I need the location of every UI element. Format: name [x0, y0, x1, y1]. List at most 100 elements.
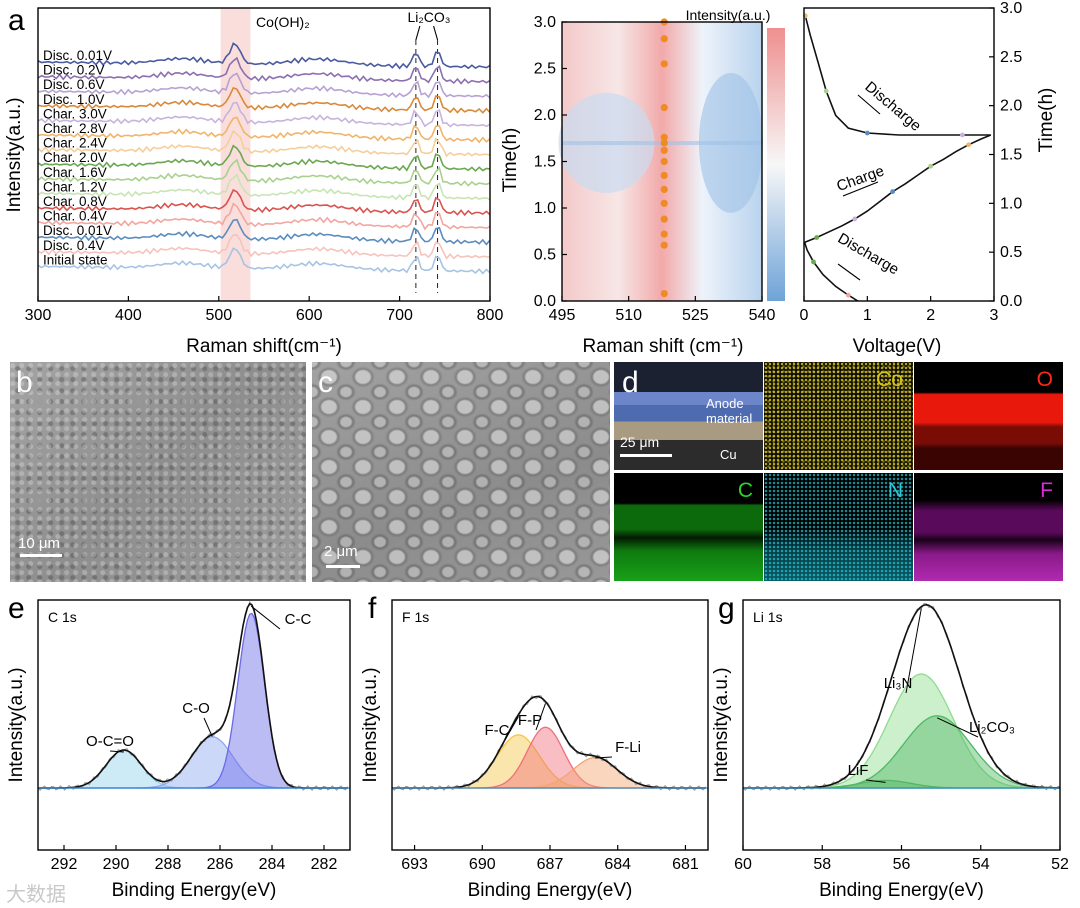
- raman-series-label: Disc. 0.6V: [43, 77, 105, 92]
- discharge-arrow: [857, 94, 881, 115]
- raman-series-label: Char. 1.2V: [43, 179, 107, 194]
- eds-map-n: N: [764, 473, 913, 581]
- c1s-peak-pointer: [109, 750, 124, 753]
- voltage-marker: [845, 292, 851, 298]
- voltage-marker: [959, 132, 965, 138]
- c1s-peak-area: [38, 736, 348, 789]
- raman-series-label: Disc. 0.01V: [43, 223, 112, 238]
- c1s-xtick-label: 282: [311, 856, 338, 873]
- voltage-ytick-label: 2.5: [1000, 49, 1022, 66]
- voltage-curve: [804, 15, 991, 136]
- heatmap-ytick-label: 2.5: [534, 61, 556, 78]
- f1s-xtick-label: 684: [604, 856, 631, 873]
- colorbar: [767, 28, 785, 301]
- voltage-marker: [811, 259, 816, 265]
- voltage-ytick-label: 1.0: [1000, 195, 1022, 212]
- voltage-curve: [804, 134, 992, 244]
- heatmap-y-axis-label: Time(h): [500, 128, 521, 193]
- c1s-xtick-label: 286: [207, 856, 234, 873]
- heatmap-ytick-label: 0.0: [534, 293, 556, 310]
- watermark: 大数据: [6, 882, 66, 906]
- panel-label-c: c: [318, 366, 333, 399]
- li1s-peak-pointer: [936, 717, 979, 738]
- voltage-ytick-label: 1.5: [1000, 147, 1022, 164]
- raman-series-line: [37, 234, 491, 260]
- li1s-peak-pointer: [865, 779, 886, 783]
- scale-label-b: 10 μm: [18, 535, 60, 552]
- raman-series-label: Disc. 0.4V: [43, 238, 105, 253]
- discharge-arrow: [837, 263, 861, 281]
- f1s-peak-label: F-P: [518, 712, 542, 729]
- raman-xtick-label: 600: [296, 307, 323, 324]
- heatmap-marker: [660, 241, 668, 249]
- li1s-peak-label: Li₃N: [884, 675, 913, 692]
- voltage-ytick-label: 3.0: [1000, 0, 1022, 17]
- raman-series-label: Char. 0.8V: [43, 194, 107, 209]
- raman-series-line: [37, 116, 491, 144]
- element-label-f: F: [1040, 479, 1053, 502]
- raman-series-line: [37, 144, 491, 173]
- raman-series-label: Char. 2.0V: [43, 150, 107, 165]
- voltage-marker: [814, 235, 820, 240]
- raman-plot-frame: [37, 7, 491, 302]
- raman-series-line: [37, 72, 491, 99]
- heatmap-xtick-label: 540: [749, 307, 776, 324]
- voltage-marker: [890, 189, 896, 195]
- element-label-co: Co: [876, 368, 903, 391]
- raman-xtick-label: 800: [477, 307, 504, 324]
- voltage-marker: [928, 163, 934, 169]
- heatmap-marker: [660, 146, 668, 154]
- c1s-xtick-label: 290: [103, 856, 130, 873]
- heatmap-x-axis-label: Raman shift (cm⁻¹): [583, 336, 744, 357]
- scale-bar: [620, 454, 672, 457]
- raman-series-label: Disc. 1.0V: [43, 92, 105, 107]
- panel-label-f: f: [368, 592, 377, 625]
- voltage-xtick-label: 0: [800, 307, 809, 324]
- raman-series-line: [37, 158, 491, 187]
- raman-series-line: [37, 56, 491, 85]
- eds-map-co: Co: [764, 362, 913, 470]
- heatmap-ytick-label: 1.5: [534, 154, 556, 171]
- panel-label-g: g: [718, 592, 735, 625]
- c1s-frame: [37, 599, 351, 851]
- sem-image-c: c 2 μm: [312, 362, 610, 582]
- voltage-xtick-label: 1: [863, 307, 872, 324]
- f1s-peak-pointer: [595, 756, 613, 759]
- heatmap-marker: [660, 289, 668, 298]
- charge-annotation: Charge: [834, 162, 886, 195]
- cu-label: Cu: [720, 447, 737, 462]
- voltage-xtick-label: 2: [926, 307, 935, 324]
- raman-series-label: Disc. 0.01V: [43, 48, 112, 63]
- f1s-title: F 1s: [402, 609, 429, 625]
- heatmap-ytick-label: 0.5: [534, 247, 556, 264]
- eds-map-f: F: [914, 473, 1063, 581]
- heatmap-marker: [660, 215, 668, 223]
- li1s-peak-label: LiF: [848, 762, 869, 779]
- voltage-marker: [823, 88, 829, 94]
- f1s-xtick-label: 693: [401, 856, 428, 873]
- heatmap-marker: [660, 60, 668, 68]
- raman-series-line: [37, 188, 491, 217]
- heatmap-ytick-label: 1.0: [534, 200, 556, 217]
- panel-label-b: b: [16, 366, 33, 399]
- eds-map-o: O: [914, 362, 1063, 470]
- co-oh2-annotation: Co(OH)₂: [256, 14, 310, 30]
- f1s-peak-label: F-C: [485, 722, 510, 739]
- raman-series-line: [37, 42, 491, 70]
- heatmap-xtick-label: 525: [682, 307, 709, 324]
- li1s-peak-pointer: [905, 608, 922, 694]
- li1s-xtick-label: 58: [813, 856, 831, 873]
- f1s-frame: [391, 599, 709, 851]
- anode-label: Anode material: [706, 396, 753, 426]
- raman-x-axis-label: Raman shift(cm⁻¹): [186, 336, 342, 357]
- raman-series-line: [37, 101, 491, 128]
- c1s-peak-label: C-C: [285, 611, 312, 628]
- li1s-xtick-label: 56: [893, 856, 911, 873]
- f1s-xtick-label: 690: [469, 856, 496, 873]
- f1s-x-axis-label: Binding Energy(eV): [468, 880, 633, 901]
- raman-xtick-label: 500: [205, 307, 232, 324]
- panel-label-e: e: [8, 592, 25, 625]
- voltage-marker: [864, 130, 870, 136]
- voltage-ytick-label: 0.0: [1000, 293, 1022, 310]
